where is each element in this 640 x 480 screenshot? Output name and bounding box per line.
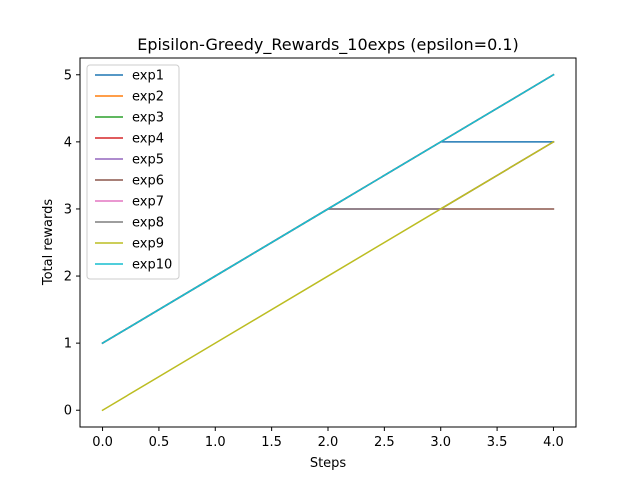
y-tick-label: 3 xyxy=(64,202,72,217)
legend-box xyxy=(86,64,180,280)
plot-area xyxy=(101,73,555,412)
x-axis-ticks: 0.0 0.5 1.0 1.5 2.0 2.5 3.0 3.5 4.0 xyxy=(92,427,564,450)
legend: exp1 exp2 exp3 exp4 exp5 exp6 exp7 exp8 exp9 exp1… xyxy=(86,64,180,280)
chart-title: Episilon-Greedy_Rewards_10exps (epsilon=… xyxy=(137,35,519,55)
y-tick-label: 0 xyxy=(64,404,72,419)
x-tick-label: 1.5 xyxy=(261,435,282,450)
legend-label-exp10: exp10 xyxy=(132,258,172,273)
legend-label-exp7: exp7 xyxy=(132,195,164,210)
y-tick-label: 2 xyxy=(64,270,72,285)
x-tick-label: 2.5 xyxy=(374,435,395,450)
x-axis-label: Steps xyxy=(310,456,347,471)
legend-label-exp3: exp3 xyxy=(132,111,164,126)
x-tick-label: 4.0 xyxy=(543,435,564,450)
legend-label-exp6: exp6 xyxy=(132,174,164,189)
y-tick-label: 4 xyxy=(64,135,72,150)
x-tick-label: 3.5 xyxy=(487,435,508,450)
series-line-exp9 xyxy=(101,140,555,412)
series-line-exp10 xyxy=(101,73,555,345)
legend-label-exp5: exp5 xyxy=(132,153,164,168)
y-axis-label: Total rewards xyxy=(41,199,56,287)
y-tick-label: 5 xyxy=(64,68,72,83)
x-tick-label: 2.0 xyxy=(318,435,339,450)
legend-label-exp1: exp1 xyxy=(132,69,164,84)
y-tick-label: 1 xyxy=(64,337,72,352)
y-axis-ticks: 0 1 2 3 4 5 xyxy=(64,68,80,419)
legend-label-exp8: exp8 xyxy=(132,216,164,231)
x-tick-label: 0.5 xyxy=(149,435,170,450)
x-tick-label: 3.0 xyxy=(430,435,451,450)
x-tick-label: 0.0 xyxy=(92,435,113,450)
x-tick-label: 1.0 xyxy=(205,435,226,450)
legend-label-exp9: exp9 xyxy=(132,237,164,252)
legend-label-exp2: exp2 xyxy=(132,90,164,105)
legend-label-exp4: exp4 xyxy=(132,132,164,147)
